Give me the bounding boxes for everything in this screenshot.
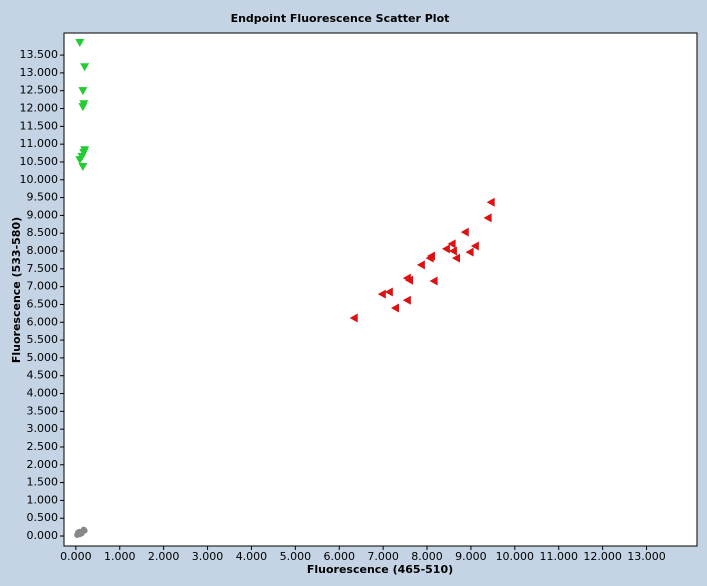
y-tick-label: 11.000 [20,137,59,150]
data-point [78,162,88,171]
data-point [75,156,85,165]
x-tick-label: 5.000 [280,550,312,563]
y-tick-label: 4.500 [27,369,59,382]
x-tick-label: 11.000 [539,550,578,563]
y-tick-label: 9.000 [27,208,59,221]
x-tick-label: 4.000 [236,550,268,563]
data-point [452,253,461,263]
y-tick-label: 9.500 [27,191,59,204]
data-point [448,246,457,256]
x-tick-label: 3.000 [192,550,224,563]
x-tick-label: 9.000 [455,550,487,563]
data-point [405,275,414,285]
y-tick-label: 10.000 [20,173,59,186]
plot-area [63,32,698,547]
data-point [465,247,474,257]
y-tick-label: 3.000 [27,422,59,435]
chart-title: Endpoint Fluorescence Scatter Plot [231,12,450,25]
data-point [78,87,88,96]
y-tick-label: 12.000 [20,102,59,115]
x-tick-label: 7.000 [367,550,399,563]
y-tick-label: 5.000 [27,351,59,364]
data-point [78,103,88,112]
y-tick-label: 1.500 [27,476,59,489]
x-axis-label: Fluorescence (465-510) [307,563,453,576]
y-tick-label: 3.500 [27,404,59,417]
data-point [349,313,358,323]
data-point [75,38,85,47]
y-tick-label: 12.500 [20,84,59,97]
data-point [429,276,438,286]
y-tick-label: 7.000 [27,280,59,293]
x-tick-label: 2.000 [148,550,180,563]
y-tick-label: 13.500 [20,48,59,61]
y-tick-label: 13.000 [20,66,59,79]
y-axis-label: Fluorescence (533-580) [10,217,23,363]
data-point [416,260,425,270]
y-tick-label: 8.000 [27,244,59,257]
data-point [470,241,479,251]
y-tick-label: 0.000 [27,529,59,542]
y-tick-label: 8.500 [27,226,59,239]
y-tick-label: 11.500 [20,119,59,132]
y-tick-label: 10.500 [20,155,59,168]
data-point [486,197,495,207]
y-tick-label: 5.500 [27,333,59,346]
y-tick-label: 4.000 [27,387,59,400]
data-point [75,529,82,536]
y-tick-label: 1.000 [27,493,59,506]
x-tick-label: 8.000 [411,550,443,563]
data-point [483,213,492,223]
data-point [80,63,90,72]
y-tick-label: 2.500 [27,440,59,453]
x-tick-label: 13.000 [627,550,666,563]
data-point [426,251,435,261]
y-tick-label: 6.000 [27,315,59,328]
y-tick-label: 0.500 [27,511,59,524]
y-tick-label: 7.500 [27,262,59,275]
data-point [384,287,393,297]
data-point [441,244,450,254]
data-point [377,289,386,299]
x-tick-label: 12.000 [583,550,622,563]
x-tick-label: 1.000 [104,550,136,563]
data-point [402,295,411,305]
data-point [390,303,399,313]
x-tick-label: 10.000 [496,550,535,563]
x-tick-label: 0.000 [60,550,92,563]
data-point [447,239,456,249]
y-tick-label: 2.000 [27,458,59,471]
data-point [460,227,469,237]
y-tick-label: 6.500 [27,297,59,310]
x-tick-label: 6.000 [323,550,355,563]
data-point [81,527,88,534]
